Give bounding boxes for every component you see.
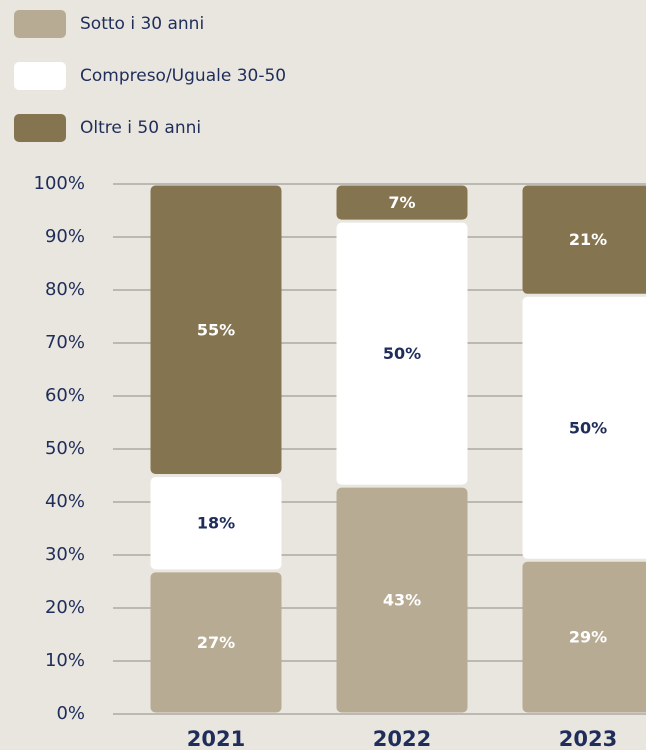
- y-tick-label: 30%: [45, 544, 85, 565]
- y-tick-label: 10%: [45, 650, 85, 671]
- value-label: 7%: [388, 193, 415, 212]
- bar-segment: [336, 185, 468, 220]
- y-tick-label: 100%: [34, 173, 85, 194]
- y-tick-label: 40%: [45, 491, 85, 512]
- bar-segment: [150, 185, 282, 474]
- x-tick-label: 2022: [373, 727, 431, 750]
- x-tick-label: 2023: [559, 727, 617, 750]
- x-tick-label: 2021: [187, 727, 245, 750]
- legend-label: Sotto i 30 anni: [80, 14, 204, 34]
- bar-segment: [150, 477, 282, 570]
- legend-swatch: [14, 62, 66, 90]
- bar-segment: [336, 487, 468, 713]
- value-label: 43%: [383, 591, 421, 610]
- value-label: 50%: [383, 344, 421, 363]
- value-label: 27%: [197, 633, 235, 652]
- value-label: 18%: [197, 514, 235, 533]
- y-tick-label: 90%: [45, 226, 85, 247]
- legend-label: Oltre i 50 anni: [80, 118, 201, 138]
- bar-segment: [522, 561, 646, 713]
- value-label: 21%: [569, 230, 607, 249]
- bar-segment: [522, 185, 646, 294]
- legend-swatch: [14, 10, 66, 38]
- bar-segment: [336, 222, 468, 485]
- value-label: 55%: [197, 320, 235, 339]
- y-tick-label: 80%: [45, 279, 85, 300]
- y-tick-label: 20%: [45, 597, 85, 618]
- y-tick-label: 50%: [45, 438, 85, 459]
- y-tick-label: 70%: [45, 332, 85, 353]
- legend-swatch: [14, 114, 66, 142]
- bar-segment: [150, 572, 282, 713]
- value-label: 50%: [569, 418, 607, 437]
- value-label: 29%: [569, 628, 607, 647]
- y-tick-label: 0%: [56, 703, 85, 724]
- legend-label: Compreso/Uguale 30-50: [80, 66, 286, 86]
- bar-segment: [522, 296, 646, 559]
- y-tick-label: 60%: [45, 385, 85, 406]
